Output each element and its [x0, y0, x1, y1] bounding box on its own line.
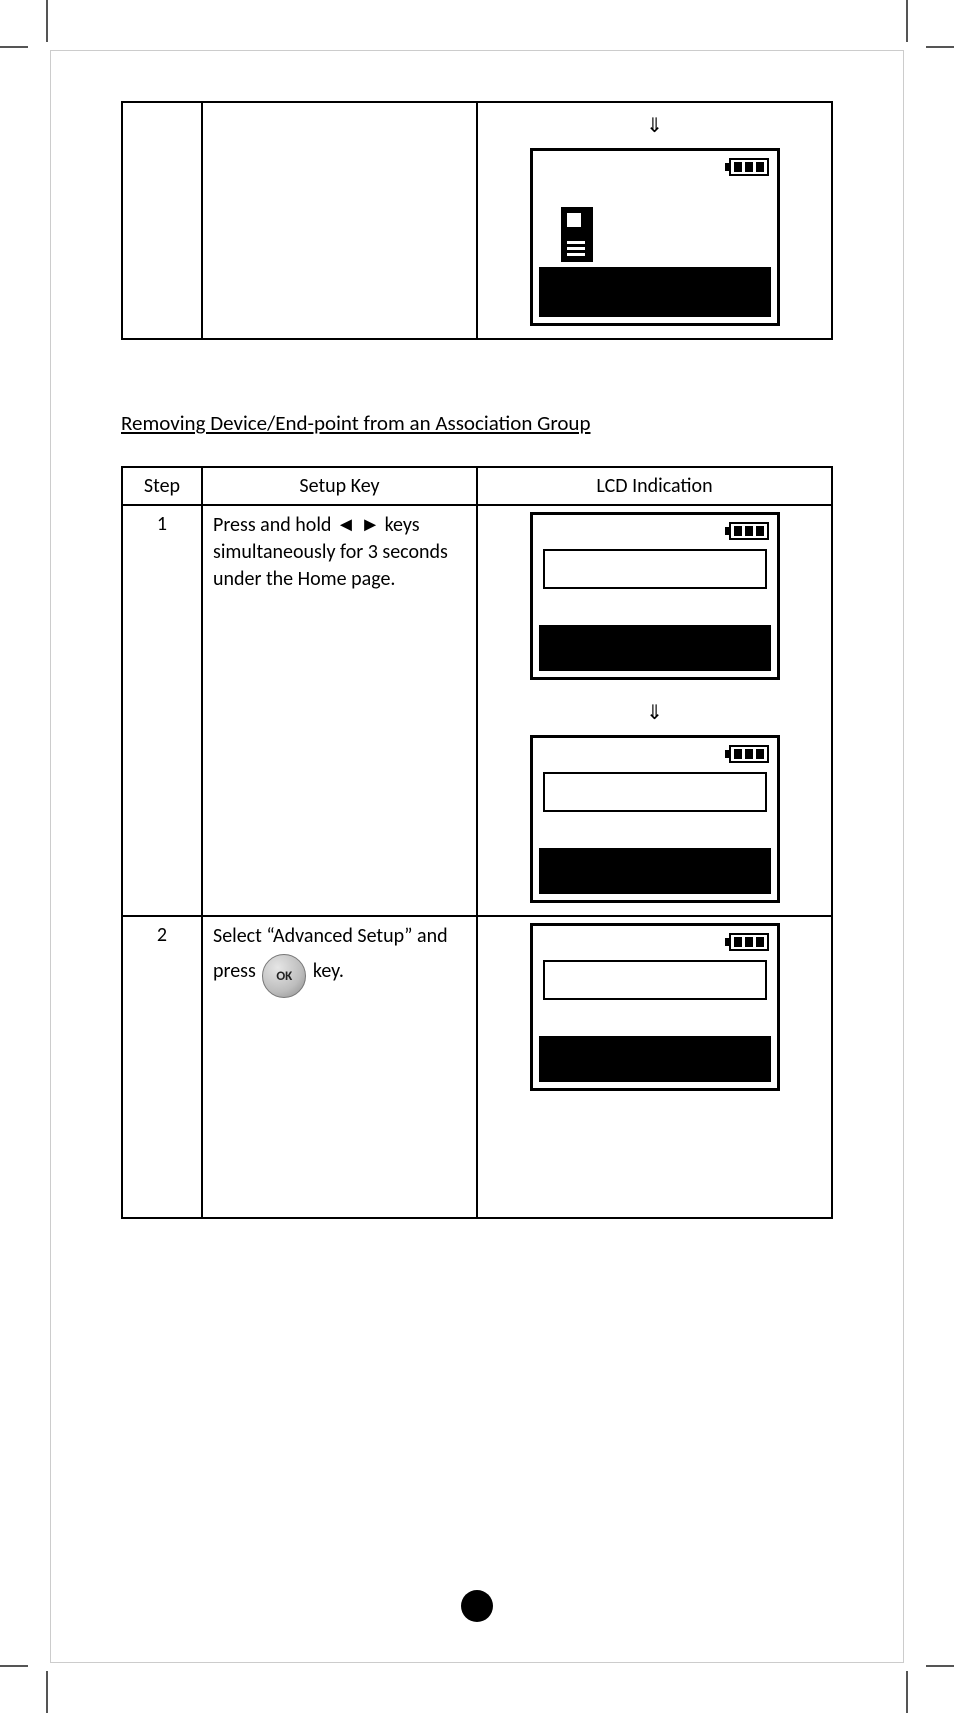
device-tower-icon	[561, 207, 593, 262]
lcd-footer-bar	[539, 625, 771, 671]
ok-button-icon: OK	[262, 954, 306, 998]
battery-icon	[729, 933, 769, 951]
table-row: 1 Press and hold ◄ ► keys simultaneously…	[122, 505, 832, 916]
fragment-table: ⇓	[121, 101, 833, 340]
lcd-cell: ⇓	[477, 505, 832, 916]
fragment-setup-cell	[202, 102, 477, 339]
section-title: Removing Device/End-point from an Associ…	[121, 410, 833, 436]
setup-instruction: Select “Advanced Setup” and press OK key…	[202, 916, 477, 1218]
step-number: 1	[122, 505, 202, 916]
page: ⇓ Removing Device/End-point from an Asso…	[50, 50, 904, 1663]
steps-table: Step Setup Key LCD Indication 1 Press an…	[121, 466, 833, 1219]
table-header-row: Step Setup Key LCD Indication	[122, 467, 832, 505]
lcd-menu-box	[543, 772, 767, 812]
fragment-step-cell	[122, 102, 202, 339]
lcd-screen	[530, 735, 780, 903]
header-step: Step	[122, 467, 202, 505]
header-setup: Setup Key	[202, 467, 477, 505]
header-lcd: LCD Indication	[477, 467, 832, 505]
right-arrow-icon: ►	[360, 514, 380, 536]
table-row: 2 Select “Advanced Setup” and press OK k…	[122, 916, 832, 1218]
text: Select	[213, 924, 266, 948]
lcd-cell	[477, 916, 832, 1218]
down-arrow-icon: ⇓	[488, 700, 821, 725]
lcd-footer-bar	[539, 267, 771, 317]
fragment-lcd-cell: ⇓	[477, 102, 832, 339]
text: Press and hold	[213, 513, 336, 537]
page-number-dot	[461, 1590, 493, 1622]
text: “Advanced Setup”	[266, 924, 412, 948]
setup-instruction: Press and hold ◄ ► keys simultaneously f…	[202, 505, 477, 916]
step-number: 2	[122, 916, 202, 1218]
down-arrow-icon: ⇓	[488, 113, 821, 138]
battery-icon	[729, 745, 769, 763]
lcd-screen	[530, 512, 780, 680]
lcd-screen	[530, 148, 780, 326]
left-arrow-icon: ◄	[336, 514, 356, 536]
text: key.	[313, 959, 344, 983]
lcd-menu-box	[543, 960, 767, 1000]
lcd-footer-bar	[539, 1036, 771, 1082]
lcd-menu-box	[543, 549, 767, 589]
content: ⇓ Removing Device/End-point from an Asso…	[121, 101, 833, 1219]
battery-icon	[729, 158, 769, 176]
lcd-footer-bar	[539, 848, 771, 894]
lcd-screen	[530, 923, 780, 1091]
battery-icon	[729, 522, 769, 540]
